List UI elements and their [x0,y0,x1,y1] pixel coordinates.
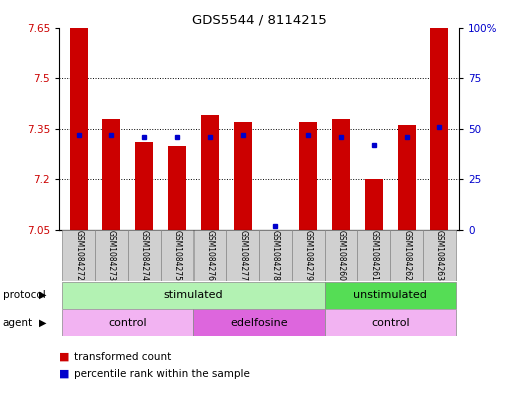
Bar [325,282,456,309]
Bar [103,119,121,230]
Bar [398,125,416,230]
Text: transformed count: transformed count [74,352,172,362]
Text: GSM1084274: GSM1084274 [140,230,149,281]
Text: ■: ■ [59,369,69,379]
Text: GSM1084272: GSM1084272 [74,230,83,281]
Bar [201,115,219,230]
Text: GSM1084261: GSM1084261 [369,230,379,281]
Bar [365,179,383,230]
Bar [62,230,95,281]
Bar [325,230,358,281]
Text: control: control [109,318,147,328]
Text: GSM1084273: GSM1084273 [107,230,116,281]
Text: GSM1084262: GSM1084262 [402,230,411,281]
Text: protocol: protocol [3,290,45,300]
Text: ▶: ▶ [39,318,46,328]
Title: GDS5544 / 8114215: GDS5544 / 8114215 [192,13,326,26]
Bar [226,230,259,281]
Text: edelfosine: edelfosine [230,318,288,328]
Text: GSM1084277: GSM1084277 [238,230,247,281]
Text: control: control [371,318,409,328]
Text: GSM1084260: GSM1084260 [337,230,346,281]
Text: GSM1084263: GSM1084263 [435,230,444,281]
Bar [430,28,448,230]
Text: percentile rank within the sample: percentile rank within the sample [74,369,250,379]
Bar [390,230,423,281]
Text: agent: agent [3,318,33,328]
Bar [299,122,317,230]
Bar [193,230,226,281]
Bar [168,145,186,230]
Bar [161,230,193,281]
Bar [70,28,88,230]
Bar [62,282,325,309]
Bar [135,142,153,230]
Bar [95,230,128,281]
Text: GSM1084278: GSM1084278 [271,230,280,281]
Bar [423,230,456,281]
Text: stimulated: stimulated [164,290,223,300]
Bar [128,230,161,281]
Text: ▶: ▶ [39,290,46,300]
Bar [325,309,456,336]
Text: GSM1084279: GSM1084279 [304,230,313,281]
Bar [193,309,325,336]
Text: ■: ■ [59,352,69,362]
Text: GSM1084276: GSM1084276 [205,230,214,281]
Bar [233,122,252,230]
Text: GSM1084275: GSM1084275 [172,230,182,281]
Bar [358,230,390,281]
Bar [292,230,325,281]
Bar [62,309,193,336]
Bar [259,230,292,281]
Text: unstimulated: unstimulated [353,290,427,300]
Bar [332,119,350,230]
